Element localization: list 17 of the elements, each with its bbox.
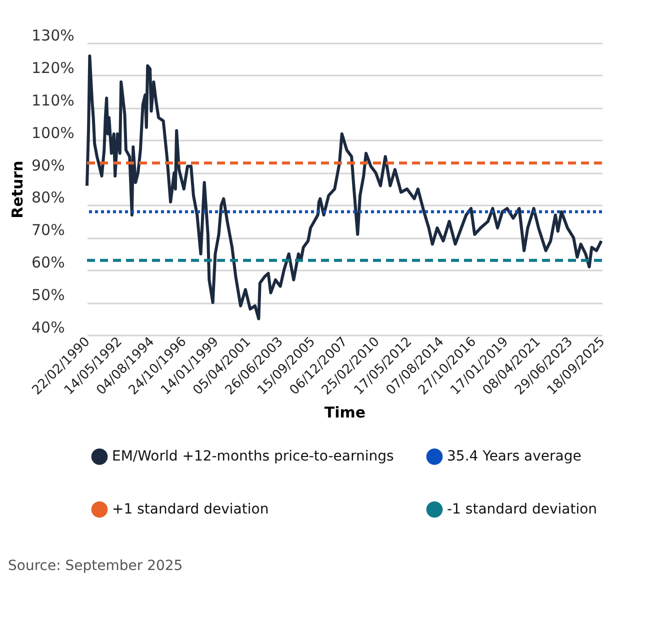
y-tick-label: 120% [32, 58, 74, 77]
y-tick-label: 50% [32, 286, 65, 304]
legend-label: EM/World +12-months price-to-earnings [112, 448, 394, 465]
legend-label: -1 standard deviation [447, 502, 598, 518]
y-tick-label: 130% [32, 26, 74, 44]
legend-label: +1 standard deviation [112, 502, 269, 518]
y-tick-label: 100% [32, 124, 74, 142]
x-axis-title: Time [324, 403, 366, 422]
y-tick-label: 40% [32, 318, 65, 336]
y-tick-label: 80% [32, 188, 65, 207]
y-tick-label: 110% [32, 91, 74, 110]
y-tick-label: 60% [32, 254, 65, 272]
y-tick-label: 70% [32, 221, 65, 240]
legend-label: 35.4 Years average [447, 448, 582, 465]
y-axis-title: Return [8, 160, 26, 218]
source-note: Source: September 2025 [8, 558, 184, 574]
y-tick-label: 90% [32, 156, 65, 174]
